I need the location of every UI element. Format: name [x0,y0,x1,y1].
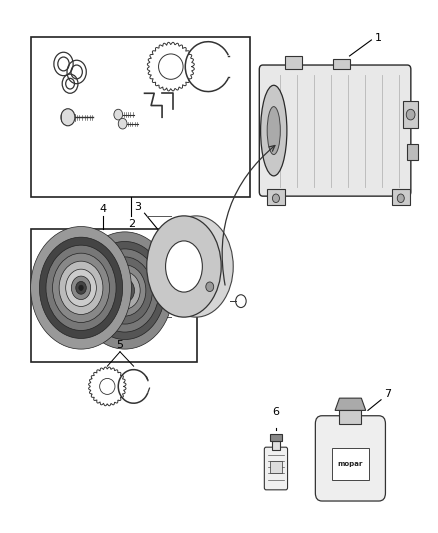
Circle shape [115,279,134,302]
Ellipse shape [261,85,287,176]
Circle shape [406,109,415,120]
Bar [339,410,361,424]
Text: mopar: mopar [338,461,363,467]
FancyBboxPatch shape [259,65,411,196]
Bar [267,189,285,205]
Circle shape [397,194,404,203]
Text: 4: 4 [99,204,106,214]
Text: 7: 7 [384,390,391,399]
Bar [392,189,410,205]
Circle shape [66,269,96,306]
Circle shape [46,245,116,330]
Circle shape [31,227,131,349]
Circle shape [91,249,159,332]
Bar [403,101,418,128]
Ellipse shape [159,216,233,317]
Ellipse shape [177,241,215,292]
Text: 5: 5 [117,340,124,350]
Circle shape [71,276,91,300]
Bar [31,37,250,197]
Circle shape [118,118,127,129]
Circle shape [61,109,75,126]
Polygon shape [335,398,366,410]
Text: 6: 6 [272,407,279,417]
Bar [31,229,197,362]
Circle shape [76,281,86,294]
FancyBboxPatch shape [315,416,385,501]
Text: 3: 3 [134,202,141,212]
Bar [272,441,280,450]
Circle shape [59,261,103,314]
Circle shape [120,285,129,296]
Circle shape [85,241,165,340]
Bar [407,144,418,160]
Bar [333,59,350,69]
Ellipse shape [166,241,202,292]
Circle shape [39,237,123,338]
Text: 2: 2 [128,219,135,229]
Circle shape [53,253,110,322]
Circle shape [97,257,152,324]
Ellipse shape [147,216,221,317]
FancyBboxPatch shape [265,447,287,490]
Bar [270,461,282,473]
Circle shape [77,232,173,349]
Bar [332,448,369,480]
Ellipse shape [267,107,280,155]
Circle shape [272,194,279,203]
Circle shape [206,282,214,292]
Circle shape [110,272,140,309]
Bar [285,56,302,69]
Circle shape [104,265,146,316]
Circle shape [114,109,123,120]
Circle shape [79,285,83,290]
Text: 1: 1 [374,34,381,43]
Bar [270,434,282,441]
